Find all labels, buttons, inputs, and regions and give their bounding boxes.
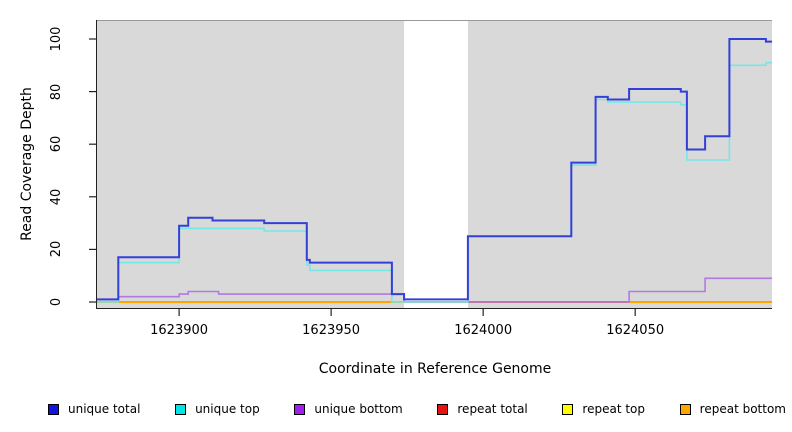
y-tick-label: 100 [49, 26, 64, 52]
legend-label: unique bottom [314, 402, 403, 416]
legend-item-unique-total: unique total [48, 402, 140, 416]
legend-swatch-repeat-bottom [679, 403, 691, 415]
x-tick-label: 1624000 [454, 323, 513, 338]
y-tick-label: 20 [49, 241, 64, 258]
legend-swatch-repeat-top [562, 403, 574, 415]
x-tick-label: 1623950 [302, 323, 361, 338]
legend-item-unique-bottom: unique bottom [294, 402, 403, 416]
legend-label: repeat top [582, 402, 646, 416]
legend-item-repeat-top: repeat top [562, 402, 645, 416]
legend-swatch-unique-bottom [294, 403, 306, 415]
y-tick-label: 0 [49, 297, 64, 307]
covered-region-1 [467, 20, 772, 308]
legend-label: repeat bottom [699, 402, 786, 416]
legend-label: unique top [195, 402, 260, 416]
y-tick-label: 40 [49, 188, 64, 206]
legend-swatch-repeat-total [437, 403, 449, 415]
legend-label: repeat total [457, 402, 528, 416]
covered-region-0 [97, 20, 405, 308]
legend-item-unique-top: unique top [175, 402, 260, 416]
x-axis-title: Coordinate in Reference Genome [318, 361, 552, 377]
y-axis-title: Read Coverage Depth [19, 87, 35, 241]
legend-label: unique total [68, 402, 141, 416]
legend-item-repeat-bottom: repeat bottom [679, 402, 786, 416]
x-tick-label: 1623900 [150, 323, 209, 338]
y-tick-label: 60 [49, 135, 64, 153]
legend-swatch-unique-top [175, 403, 187, 415]
legend-swatch-unique-total [48, 403, 59, 415]
legend-item-repeat-total: repeat total [437, 402, 528, 416]
series-line-unique-bottom [97, 277, 772, 303]
chart-legend: unique total unique top unique bottom repea… [48, 398, 786, 420]
x-tick-label: 1624050 [606, 323, 665, 338]
series-line-unique-total [97, 38, 772, 301]
y-tick-label: 80 [49, 83, 64, 100]
